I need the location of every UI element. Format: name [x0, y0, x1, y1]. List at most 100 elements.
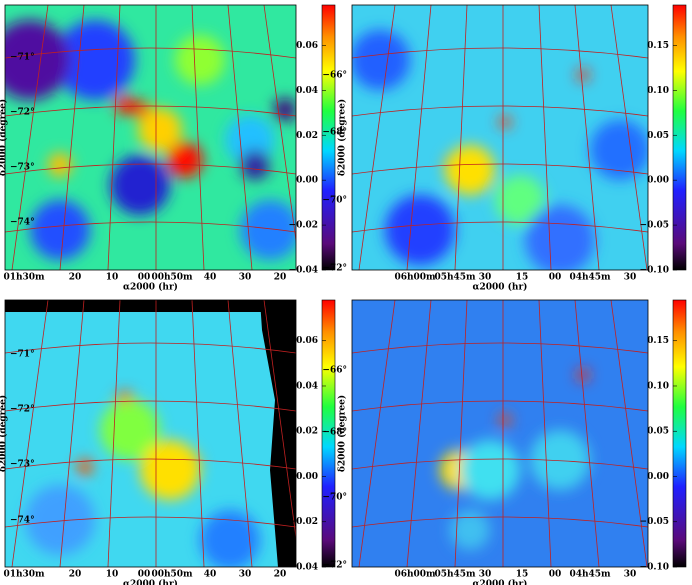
map-blob: [590, 120, 648, 180]
y-tick-label: −70°: [322, 493, 347, 503]
x-tick-label: 20: [274, 273, 287, 283]
coord-grid: [454, 300, 468, 567]
coord-grid: [5, 342, 296, 354]
map-blob: [175, 35, 225, 85]
coord-grid: [5, 163, 296, 175]
map-blob: [25, 485, 95, 555]
colorbar-tick-label: −0.05: [640, 517, 669, 527]
coord-grid: [107, 300, 121, 567]
coord-grid: [352, 516, 648, 528]
x-tick-label: 10: [106, 273, 119, 283]
coord-grid: [454, 5, 468, 270]
colorbar-tick-label: 0.15: [647, 41, 669, 51]
map-blob: [30, 200, 90, 260]
map-blob: [499, 414, 511, 426]
map-blob: [55, 20, 135, 100]
x-tick-label: 04h45m: [569, 570, 611, 580]
coord-grid: [352, 458, 648, 470]
colorbar: [672, 299, 687, 568]
x-tick-label: 30: [239, 273, 252, 283]
coord-grid: [191, 5, 205, 270]
coord-grid: [352, 221, 648, 233]
x-tick-label: 00h50m: [151, 273, 193, 283]
map-blob: [577, 369, 589, 381]
map-blob: [499, 116, 511, 128]
x-tick-label: 00: [549, 570, 562, 580]
coord-grid: [5, 105, 296, 117]
map-image: [352, 300, 648, 567]
coord-grid: [352, 342, 648, 354]
x-tick-label: 20: [69, 273, 82, 283]
x-tick-label: 01h30m: [3, 273, 45, 283]
map-blob: [140, 440, 200, 500]
map-blob: [110, 155, 170, 215]
x-tick-label: 40: [204, 570, 217, 580]
y-tick-label: −73°: [10, 163, 35, 173]
coord-grid: [191, 300, 205, 567]
map-background: [352, 300, 648, 567]
x-tick-label: 01h30m: [3, 570, 45, 580]
colorbar-tick-label: 0.10: [647, 86, 669, 96]
coord-grid: [574, 300, 600, 567]
y-tick-label: −74°: [10, 516, 35, 526]
x-axis-label: α2000 (hr): [473, 579, 528, 585]
x-tick-label: 20: [274, 570, 287, 580]
y-tick-label: −72°: [10, 405, 35, 415]
colorbar-tick-label: −0.10: [640, 266, 669, 276]
colorbar-tick-label: 0.06: [296, 41, 318, 51]
map-blob: [48, 153, 72, 177]
coord-grid: [352, 400, 648, 412]
map-blob: [385, 195, 455, 265]
coord-grid: [11, 5, 49, 270]
colorbar-tick-label: 0.06: [296, 336, 318, 346]
map-blob: [138, 108, 182, 152]
colorbar-tick-label: −0.04: [289, 563, 318, 573]
colorbar-tick-label: −0.10: [640, 563, 669, 573]
map-blob: [200, 510, 260, 567]
map-blob: [530, 430, 590, 490]
colorbar-tick-label: −0.02: [289, 517, 318, 527]
y-tick-label: −72°: [10, 108, 35, 118]
y-axis-label: δ2000 (degree): [337, 99, 348, 176]
y-tick-label: −71°: [10, 350, 35, 360]
x-axis-label: α2000 (hr): [123, 579, 178, 585]
x-tick-label: 30: [479, 273, 492, 283]
colorbar-tick-label: 0.04: [296, 381, 318, 391]
x-tick-label: 15: [516, 570, 529, 580]
x-tick-label: 30: [624, 273, 637, 283]
y-tick-label: −72°: [322, 264, 347, 274]
y-tick-label: −66°: [322, 71, 347, 81]
coord-grid: [358, 5, 396, 270]
y-axis-label: δ2000 (degree): [0, 395, 9, 472]
coord-grid: [352, 105, 648, 117]
masked-region: [260, 300, 296, 567]
map-blob: [445, 145, 495, 195]
y-axis-label: δ2000 (degree): [337, 395, 348, 472]
coord-grid: [610, 5, 648, 270]
y-tick-label: −66°: [322, 366, 347, 376]
x-tick-label: 15: [516, 273, 529, 283]
coord-grid: [59, 5, 85, 270]
colorbar-tick-label: 0.02: [296, 131, 318, 141]
x-tick-label: 04h45m: [569, 273, 611, 283]
map-image: [352, 5, 648, 270]
y-axis-label: δ2000 (degree): [0, 99, 9, 176]
y-tick-label: −68°: [322, 428, 347, 438]
map-blob: [450, 510, 490, 550]
coord-grid: [610, 300, 648, 567]
coord-grid: [227, 300, 253, 567]
map-blobs: [352, 30, 648, 270]
coord-grid: [352, 163, 648, 175]
map-panel: 01h30m 20 10 00 00h50m 40 30 20 −71° −72° −73° −74°…: [0, 4, 336, 293]
map-blob: [167, 142, 203, 178]
colorbar-tick-label: 0.02: [296, 427, 318, 437]
coord-grid: [107, 5, 121, 270]
colorbar: [672, 4, 687, 271]
y-tick-label: −72°: [322, 561, 347, 571]
coord-grid: [227, 5, 253, 270]
colorbar-tick-label: 0.10: [647, 381, 669, 391]
coord-grid: [11, 300, 49, 567]
x-tick-label: 05h45m: [434, 570, 476, 580]
coord-grid: [5, 400, 296, 412]
